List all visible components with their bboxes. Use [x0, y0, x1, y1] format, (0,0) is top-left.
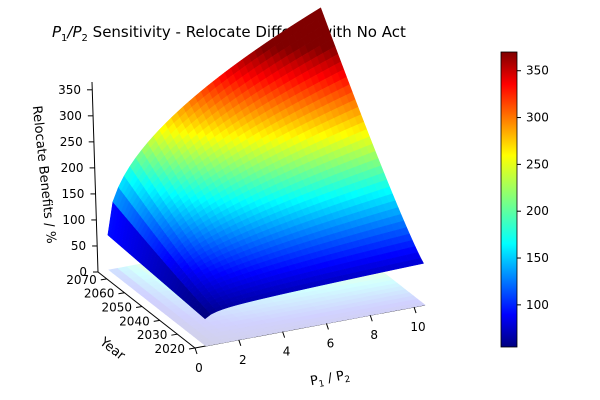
z-tick-label: 300 [59, 109, 82, 123]
colorbar-tick-label: 100 [526, 298, 549, 312]
x-tick-label: 6 [327, 336, 335, 350]
z-tick-labels: 0 50 100 150 200 250 300 350 [58, 83, 98, 279]
x-tick-mark [369, 315, 373, 322]
x-tick-mark [325, 323, 329, 330]
x-tick-labels: 0 2 4 6 8 10 [194, 306, 426, 375]
z-tick-label: 50 [71, 239, 86, 253]
y-axis-line [97, 271, 196, 349]
surface-mesh [107, 7, 425, 320]
y-tick-mark [188, 347, 196, 350]
colorbar [500, 51, 518, 348]
y-tick-mark [118, 292, 125, 295]
x-tick-label: 2 [239, 353, 247, 367]
y-tick-mark [171, 333, 178, 336]
colorbar-tick-label: 300 [526, 111, 549, 125]
y-tick-mark [136, 306, 143, 309]
y-tick-label: 2050 [102, 301, 133, 315]
surface-cell [414, 257, 425, 265]
x-tick-mark [194, 347, 198, 355]
z-tick-label: 350 [58, 83, 81, 97]
x-tick-label: 0 [195, 361, 203, 375]
x-tick-label: 8 [370, 328, 378, 342]
colorbar-tick-label: 350 [526, 64, 549, 78]
z-tick-label: 0 [79, 265, 87, 279]
colorbar-tick-label: 200 [526, 204, 549, 218]
x-tick-label: 4 [283, 345, 291, 359]
y-tick-label: 2020 [154, 342, 185, 356]
z-tick-label: 100 [62, 213, 85, 227]
z-axis-label: Relocate Benefits / % [29, 105, 58, 244]
z-tick-label: 250 [60, 135, 83, 149]
colorbar-tick-label: 150 [526, 251, 549, 265]
colorbar-tick-label: 250 [526, 157, 549, 171]
y-axis-label: Year [96, 334, 128, 364]
y-tick-mark [153, 319, 160, 322]
x-tick-mark [413, 306, 417, 314]
x-tick-mark [238, 339, 242, 346]
chart-title: P1/P2 Sensitivity - Relocate Differed wi… [52, 23, 406, 44]
x-tick-label: 10 [410, 320, 425, 334]
y-tick-label: 2060 [84, 287, 115, 301]
x-tick-mark [282, 331, 286, 338]
x-axis-label: P1 / P2 [309, 368, 351, 392]
y-tick-mark [100, 278, 107, 281]
y-tick-label: 2070 [66, 273, 97, 287]
z-tick-label: 150 [62, 187, 85, 201]
y-tick-label: 2040 [119, 314, 150, 328]
z-tick-label: 200 [61, 161, 84, 175]
y-tick-label: 2030 [137, 328, 168, 342]
colorbar-tick-labels: 100 150 200 250 300 350 [517, 64, 549, 312]
z-axis-line [91, 81, 99, 273]
